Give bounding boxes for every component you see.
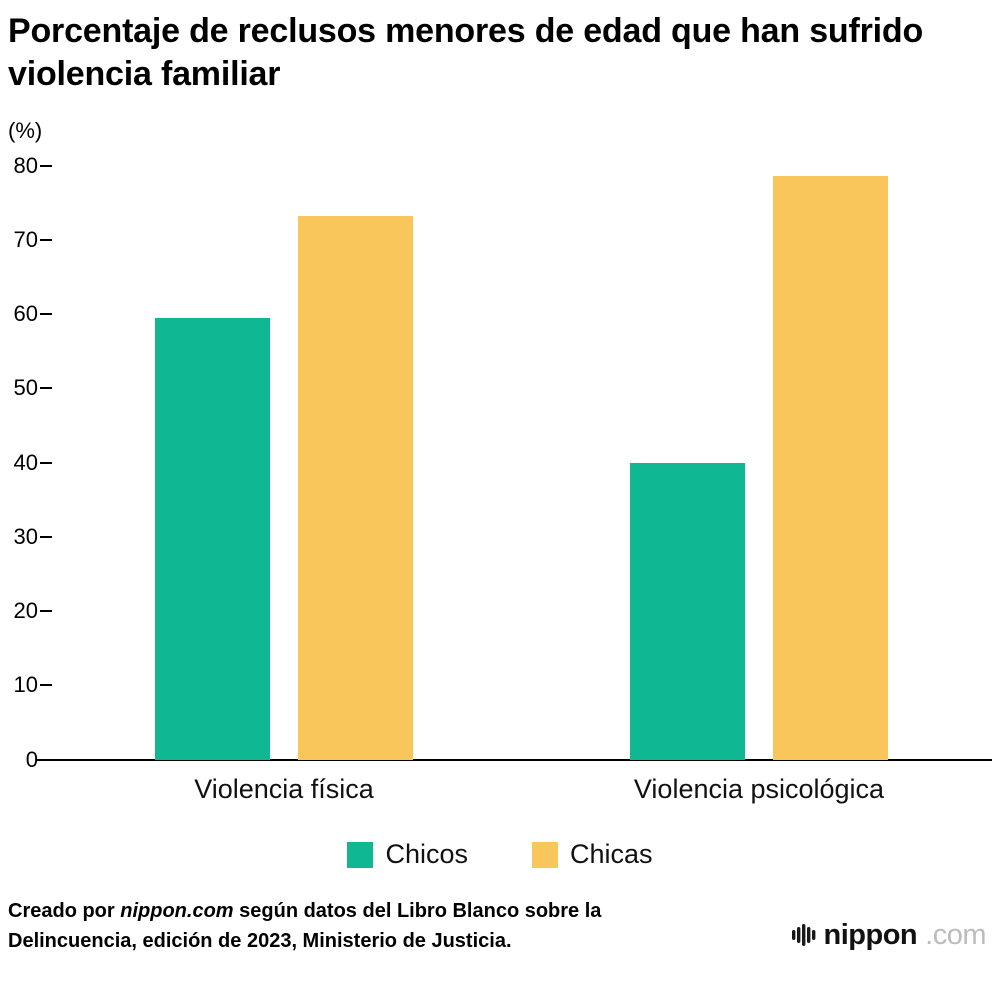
- legend-swatch-chicos: [347, 841, 374, 868]
- chart-title: Porcentaje de reclusos menores de edad q…: [8, 12, 924, 93]
- legend-item-chicas: Chicas: [532, 839, 653, 870]
- y-tick-mark-60: [40, 313, 52, 316]
- credit-suffix: según datos del Libro Blanco sobre la De…: [8, 899, 602, 952]
- y-tick-mark-40: [40, 461, 52, 464]
- y-tick-mark-0: [40, 758, 52, 761]
- y-tick-mark-80: [40, 164, 52, 167]
- y-axis-unit-label: (%): [8, 117, 43, 143]
- plot-area: 0 10 20 30 40 50 60 70 80: [8, 153, 992, 772]
- category-labels-row: Violencia física Violencia psicológica: [8, 774, 992, 826]
- y-tick-mark-20: [40, 610, 52, 613]
- credit-text: Creado por nippon.com según datos del Li…: [8, 896, 708, 956]
- y-tick-label-80: 80: [13, 152, 38, 178]
- y-tick-mark-30: [40, 535, 52, 538]
- logo-suffix: .com: [925, 918, 986, 951]
- footer: Creado por nippon.com según datos del Li…: [8, 896, 992, 956]
- x-axis-line: [36, 758, 992, 761]
- credit-source: nippon.com: [120, 899, 234, 922]
- bar-chicas-1: [773, 176, 888, 760]
- legend-label-chicas: Chicas: [570, 839, 653, 870]
- legend-label-chicos: Chicos: [385, 839, 468, 870]
- legend-item-chicos: Chicos: [347, 839, 468, 870]
- category-label-0: Violencia física: [194, 773, 374, 804]
- y-tick-label-20: 20: [13, 598, 38, 624]
- bar-chicos-0: [155, 317, 270, 760]
- y-tick-mark-10: [40, 684, 52, 687]
- credit-prefix: Creado por: [8, 899, 121, 922]
- legend: Chicos Chicas: [8, 834, 992, 876]
- y-tick-label-60: 60: [13, 301, 38, 327]
- y-tick-mark-70: [40, 238, 52, 241]
- nippon-logo: nippon .com: [791, 918, 992, 956]
- y-tick-label-50: 50: [13, 375, 38, 401]
- y-tick-label-10: 10: [13, 672, 38, 698]
- y-tick-label-30: 30: [13, 523, 38, 549]
- bar-chicas-0: [298, 216, 413, 760]
- y-tick-mark-50: [40, 387, 52, 390]
- y-tick-label-0: 0: [25, 746, 38, 772]
- y-tick-label-40: 40: [13, 449, 38, 475]
- nippon-logo-bars-icon: [791, 924, 815, 947]
- y-tick-label-70: 70: [13, 226, 38, 252]
- bar-chicos-1: [630, 462, 745, 760]
- legend-swatch-chicas: [532, 841, 558, 868]
- category-label-1: Violencia psicológica: [633, 773, 885, 804]
- logo-text: nippon: [823, 918, 918, 951]
